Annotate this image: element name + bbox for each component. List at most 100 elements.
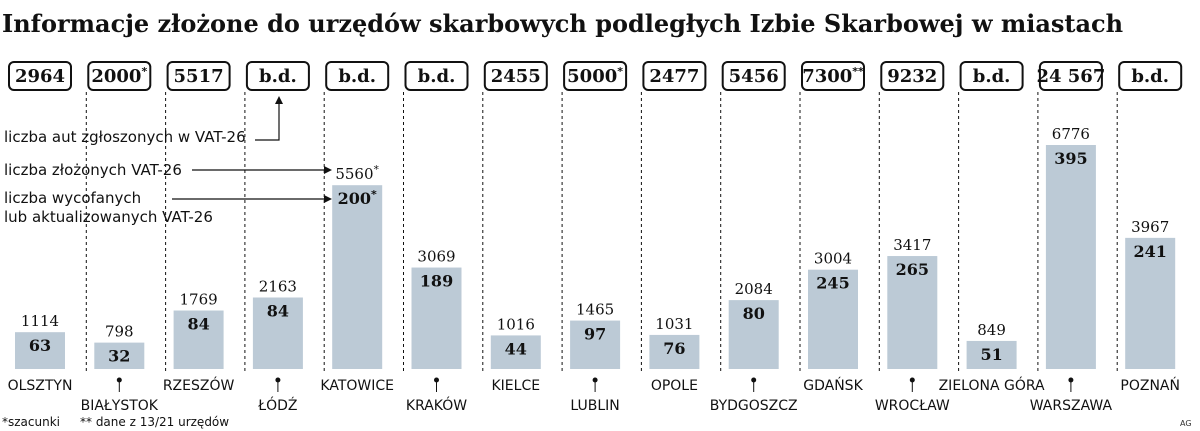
car-count-box [642, 61, 707, 91]
withdrawn-value: 84 [187, 315, 209, 334]
filed-value: 3967 [1131, 218, 1169, 236]
withdrawn-value: 80 [743, 304, 765, 323]
city-pin-dot [275, 377, 281, 383]
car-count-box [8, 61, 72, 91]
withdrawn-value: 44 [505, 339, 527, 358]
withdrawn-value: 76 [663, 339, 685, 358]
filed-value: 2084 [735, 280, 773, 298]
city-label: RZESZÓW [163, 376, 235, 394]
bar [490, 335, 541, 369]
car-count-box [87, 61, 152, 91]
bar [1125, 237, 1176, 369]
city-label: ZIELONA GÓRA [939, 376, 1045, 394]
city-label: KATOWICE [320, 378, 394, 394]
bar [728, 300, 779, 369]
footnote-partial: ** dane z 13/21 urzędów [80, 415, 229, 429]
city-pin-dot [116, 377, 122, 383]
legend-withdrawn-label-1: liczba wycofanych [4, 189, 141, 207]
city-pin-dot [1068, 377, 1074, 383]
car-count-value: b.d. [338, 66, 376, 87]
car-count-value: b.d. [1131, 66, 1169, 87]
car-count-value: 5456 [729, 66, 779, 87]
car-count-box [1118, 61, 1183, 91]
bars: 1114 63 798 32 1769 84 2163 84 5560* 200* 3069 189 1… [15, 125, 1176, 369]
car-count-box [959, 61, 1024, 91]
city-label: OPOLE [651, 378, 698, 394]
car-count-value: 7300** [802, 65, 864, 87]
bar [94, 342, 145, 369]
legend-cars-arrowhead [275, 96, 283, 104]
car-count-box [1038, 61, 1103, 91]
filed-value: 3417 [893, 236, 931, 254]
filed-value: 1016 [497, 315, 535, 333]
withdrawn-value: 245 [816, 274, 849, 293]
bar [808, 269, 858, 369]
chart-title: Informacje złożone do urzędów skarbowych… [2, 9, 1123, 38]
car-count-value: b.d. [418, 66, 456, 87]
car-count-box [563, 61, 628, 91]
filed-value: 2163 [259, 277, 297, 295]
bar [252, 297, 303, 369]
bar [411, 267, 462, 369]
city-label: BYDGOSZCZ [710, 398, 798, 414]
bar [15, 332, 65, 369]
legend-filed-arrowhead [324, 166, 332, 174]
car-count-box [483, 61, 548, 91]
car-count-box [880, 61, 945, 91]
bar [887, 256, 938, 369]
city-pin-dot [434, 377, 439, 383]
city-label: WARSZAWA [1030, 398, 1113, 414]
car-count-value: 24 567 [1036, 66, 1105, 87]
bar [649, 334, 700, 369]
bar [332, 185, 383, 369]
legend-cars-arrow [255, 102, 280, 141]
legend: liczba aut zgłoszonych w VAT-26 liczba z… [4, 96, 332, 226]
legend-cars-label: liczba aut zgłoszonych w VAT-26 [4, 128, 246, 146]
withdrawn-value: 63 [29, 336, 51, 355]
car-count-box [325, 61, 390, 91]
bar [570, 320, 621, 369]
legend-withdrawn-arrowhead [324, 195, 332, 203]
withdrawn-value: 97 [584, 325, 606, 344]
bar [173, 310, 224, 369]
city-label: LUBLIN [570, 398, 619, 414]
bar [966, 340, 1017, 369]
city-pin-dot [751, 377, 757, 383]
filed-value: 3069 [417, 248, 455, 266]
car-count-value: b.d. [259, 66, 297, 87]
filed-value: 5560* [335, 163, 379, 183]
footnote-estimate: *szacunki [2, 415, 60, 429]
legend-withdrawn-label-2: lub aktualizowanych VAT-26 [4, 208, 213, 226]
filed-value: 3004 [814, 250, 852, 268]
filed-value: 1769 [180, 291, 218, 309]
filed-value: 1114 [21, 312, 59, 330]
car-count-box [721, 61, 786, 91]
withdrawn-value: 265 [896, 260, 929, 279]
car-count-value: 5000* [567, 65, 623, 87]
car-count-value: b.d. [973, 66, 1011, 87]
filed-value: 1031 [655, 315, 693, 333]
bar [1045, 145, 1096, 369]
city-pin-dot [909, 377, 915, 383]
city-pin-dot [592, 377, 598, 383]
filed-value: 798 [105, 323, 134, 341]
city-label: KIELCE [492, 378, 541, 394]
withdrawn-value: 200* [338, 188, 377, 208]
car-count-box [166, 61, 231, 91]
city-label: BIAŁYSTOK [81, 398, 159, 414]
city-label: POZNAŃ [1120, 376, 1180, 394]
withdrawn-value: 395 [1054, 149, 1087, 168]
legend-filed-label: liczba złożonych VAT-26 [4, 161, 182, 179]
filed-value: 1465 [576, 301, 614, 319]
car-count-boxes: 2964 2000* 5517 b.d. b.d. b.d. 2455 5000* 2477 54… [8, 61, 1183, 91]
car-count-box [245, 61, 310, 91]
withdrawn-value: 84 [267, 301, 289, 320]
credit: AG [1180, 419, 1192, 428]
car-count-value: 2455 [491, 66, 541, 87]
withdrawn-value: 51 [980, 345, 1002, 364]
car-count-value: 2000* [91, 65, 147, 87]
withdrawn-value: 189 [420, 272, 453, 291]
car-count-box [801, 61, 865, 91]
